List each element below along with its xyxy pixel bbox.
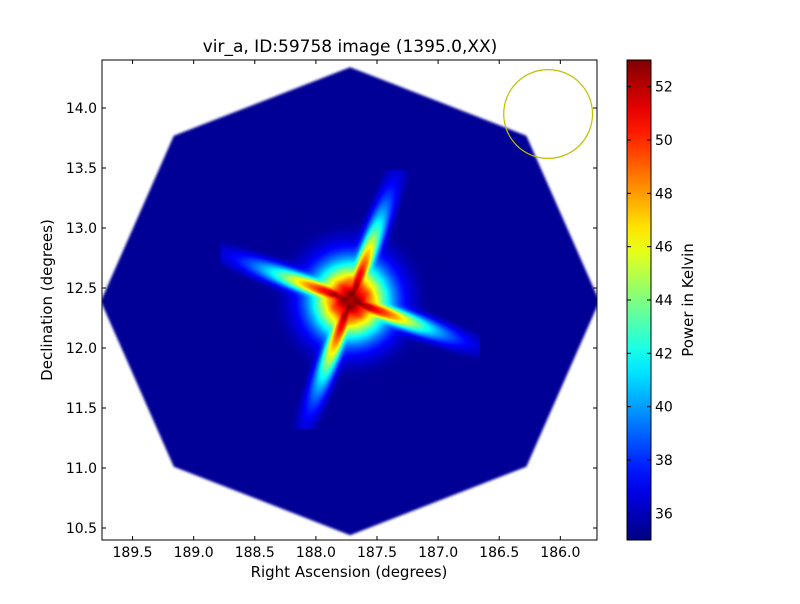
x-axis-label: Right Ascension (degrees) xyxy=(251,563,448,581)
x-tick-label: 188.0 xyxy=(296,545,336,561)
y-tick-label: 13.5 xyxy=(66,161,97,177)
y-tick-label: 14.0 xyxy=(66,101,97,117)
colorbar-tick-label: 38 xyxy=(655,453,673,469)
plot-frame xyxy=(101,59,598,541)
x-axis-ticks: 189.5 189.0 188.5 188.0 187.5 187.0 186.5 186.0 xyxy=(113,60,580,561)
y-tick-label: 13.0 xyxy=(66,221,97,237)
colorbar: 36 38 40 42 44 46 48 50 52 Power in Kelvin xyxy=(626,59,697,541)
y-axis-ticks: 10.5 11.0 11.5 12.0 12.5 13.0 13.5 14.0 xyxy=(66,101,597,537)
colorbar-tick-label: 48 xyxy=(655,186,673,202)
x-tick-label: 189.0 xyxy=(174,545,214,561)
colorbar-tick-label: 42 xyxy=(655,346,673,362)
x-tick-label: 188.5 xyxy=(235,545,275,561)
colorbar-tick-label: 44 xyxy=(655,293,673,309)
x-tick-label: 186.0 xyxy=(540,545,580,561)
y-tick-label: 11.0 xyxy=(66,461,97,477)
y-tick-label: 11.5 xyxy=(66,401,97,417)
chart-title: vir_a, ID:59758 image (1395.0,XX) xyxy=(203,37,498,57)
x-tick-label: 187.5 xyxy=(357,545,397,561)
y-axis-label: Declination (degrees) xyxy=(38,219,56,381)
beam-circle xyxy=(503,68,594,160)
x-tick-label: 187.0 xyxy=(418,545,458,561)
radio-source-emission xyxy=(220,170,481,430)
heatmap-image xyxy=(102,67,597,536)
colorbar-tick-label: 50 xyxy=(655,133,673,149)
colorbar-tick-label: 40 xyxy=(655,400,673,416)
x-tick-label: 186.5 xyxy=(479,545,519,561)
colorbar-label: Power in Kelvin xyxy=(679,243,697,357)
x-tick-label: 189.5 xyxy=(113,545,153,561)
colorbar-tick-label: 36 xyxy=(655,506,673,522)
colorbar-tick-label: 46 xyxy=(655,240,673,256)
colorbar-ticks: 36 38 40 42 44 46 48 50 52 xyxy=(627,80,673,522)
y-tick-label: 12.0 xyxy=(66,341,97,357)
y-tick-label: 12.5 xyxy=(66,281,97,297)
y-tick-label: 10.5 xyxy=(66,521,97,537)
colorbar-tick-label: 52 xyxy=(655,80,673,96)
